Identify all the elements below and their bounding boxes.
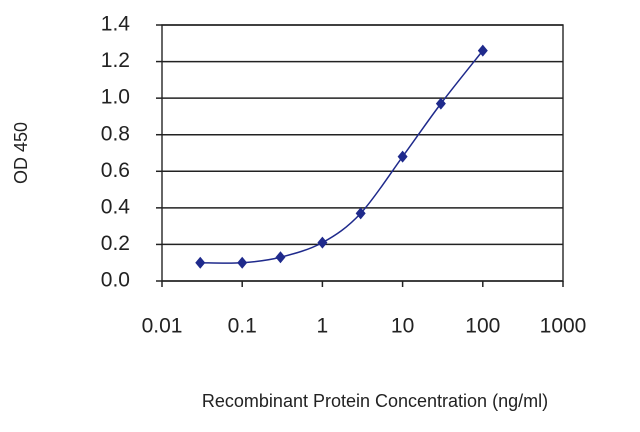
x-tick-label: 1000	[540, 315, 587, 338]
data-line	[200, 50, 484, 264]
y-tick-label: 0.6	[101, 159, 130, 182]
data-point	[195, 256, 206, 269]
x-tick-label: 100	[465, 315, 500, 338]
y-axis-title: OD 450	[11, 122, 31, 184]
y-tick-label: 1.2	[101, 49, 130, 72]
y-tick-label: 1.4	[101, 13, 131, 36]
data-point	[317, 236, 328, 249]
x-tick-label: 10	[391, 315, 414, 338]
data-point	[435, 97, 446, 110]
x-tick-label: 0.1	[228, 315, 257, 338]
x-tick-label: 0.01	[142, 315, 183, 338]
y-tick-label: 0.8	[101, 122, 130, 145]
data-point	[237, 256, 248, 269]
plot-area	[161, 24, 564, 282]
y-tick-label: 0.4	[101, 195, 131, 218]
y-tick-label: 0.2	[101, 232, 130, 255]
data-point	[397, 150, 408, 163]
data-point	[477, 44, 488, 57]
y-tick-label: 0.0	[101, 269, 130, 292]
x-tick-label: 1	[317, 315, 329, 338]
y-tick-label: 1.0	[101, 86, 130, 109]
data-point	[355, 207, 366, 220]
x-axis-title: Recombinant Protein Concentration (ng/ml…	[202, 391, 548, 411]
data-point	[275, 251, 286, 264]
